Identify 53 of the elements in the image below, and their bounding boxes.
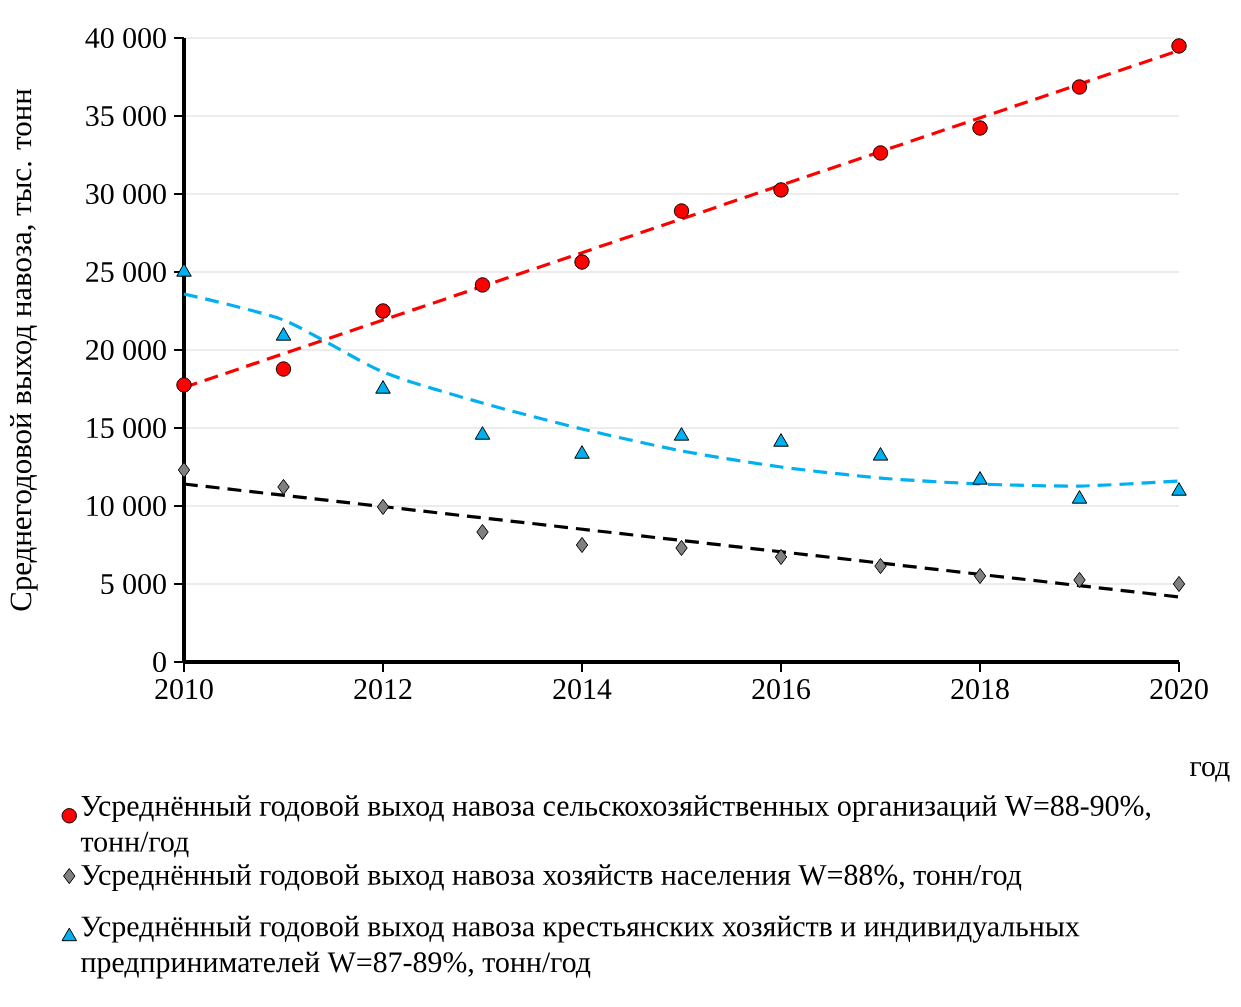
point [375,380,391,394]
point [1073,571,1086,589]
point [176,263,192,277]
point [773,182,789,198]
point [574,445,590,459]
point [874,557,887,575]
point [376,498,390,516]
point [673,203,690,219]
point [972,120,988,136]
legend-label: Усреднённый годовой выход навоза сельскохозяйственных организаций W=88-90%, тонн/год [80,795,1151,858]
point [277,478,290,496]
y-tick-label: 40 000 [85,27,166,49]
point [1172,575,1186,593]
point [774,548,788,566]
point [574,254,590,270]
x-tick-label: 2020 [1150,679,1208,700]
point [474,426,491,440]
point [474,277,491,293]
y-tick-label: 25 000 [86,261,166,283]
x-tick-label: 2010 [155,679,213,700]
y-tick-label: 15 000 [87,417,166,439]
y-tick-label: 20 000 [86,339,166,361]
y-tick-label: 10 000 [87,495,166,517]
point [375,303,391,319]
point [1171,482,1187,496]
point [673,427,690,441]
x-axis-title: год [1189,761,1230,782]
legend-label: Усреднённый годовой выход навоза хозяйств населения W=88%, тонн/год [81,864,1022,892]
y-tick-label: 5 000 [101,573,166,595]
x-tick-label: 2018 [951,679,1009,700]
legend-label: Усреднённый годовой выход навоза крестьянских хозяйств и индивидуальных предпринимателей W=87-89%, тонн/год [81,915,1080,979]
point [1071,490,1088,504]
point [1171,38,1187,54]
y-tick-label: 0 [153,651,166,673]
point [275,361,292,377]
x-tick-label: 2016 [752,679,811,700]
point [675,539,688,557]
y-tick-label: 30 000 [86,183,166,205]
y-tick-label: 35 000 [86,105,166,127]
point [872,145,889,161]
point [973,567,987,585]
x-tick-label: 2014 [553,679,612,700]
point [476,523,489,541]
point [176,377,192,393]
y-axis-title: Среднегодовой выход навоза, тыс. тонн [9,88,38,611]
point [575,536,589,554]
point [872,447,889,461]
point [1071,79,1088,95]
point [972,471,988,485]
point [177,461,191,479]
point [773,433,789,447]
x-tick-label: 2012 [354,679,412,700]
point [275,327,292,341]
